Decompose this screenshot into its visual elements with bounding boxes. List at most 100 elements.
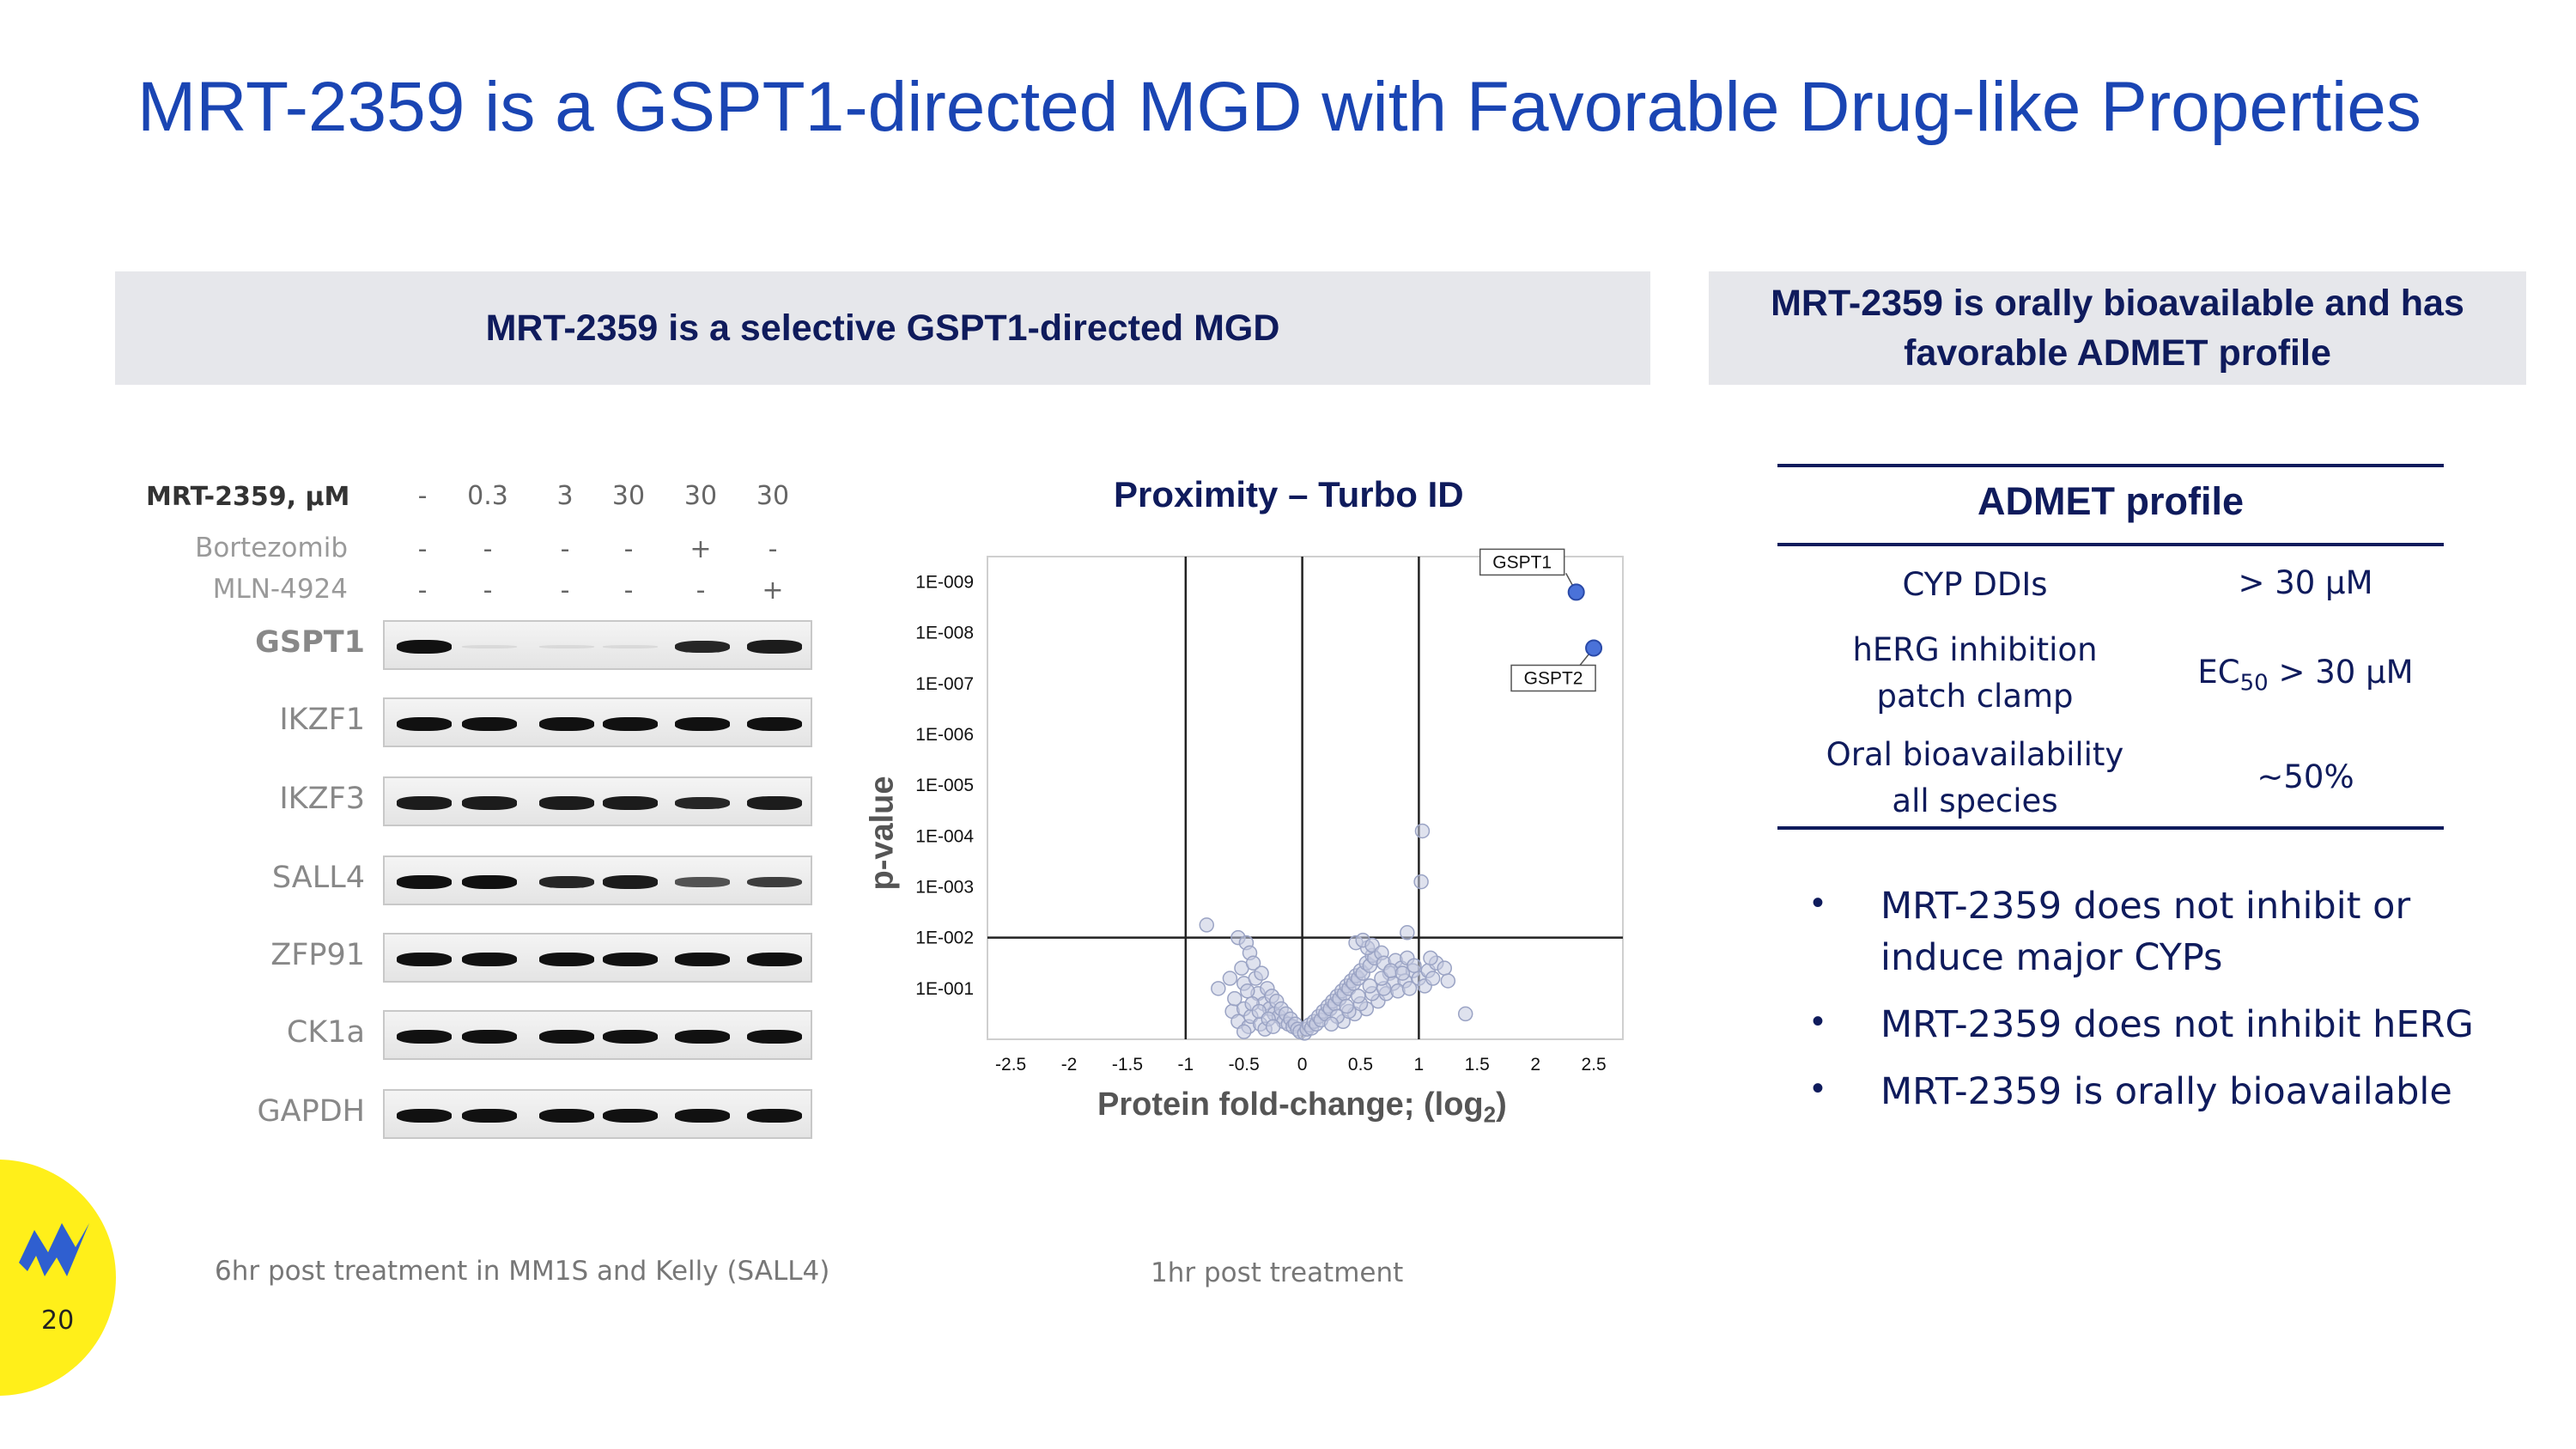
- blot-band: [539, 1109, 594, 1123]
- blot-band: [539, 717, 594, 731]
- plot-area: [987, 556, 1624, 1040]
- dose-value: 30: [683, 481, 718, 511]
- blot-band: [603, 875, 658, 889]
- label-box: [1479, 548, 1565, 576]
- blot-strip: [383, 620, 812, 670]
- highlight-label: GSPT1: [1492, 552, 1552, 572]
- condition-value: -: [623, 575, 634, 606]
- blot-band: [462, 717, 517, 731]
- condition-value: -: [560, 534, 570, 564]
- condition-value: -: [483, 575, 493, 606]
- bullet-item: • MRT-2359 does not inhibit hERG: [1812, 999, 2499, 1050]
- volcano-xlabel-text: Protein fold-change; (log: [1097, 1087, 1484, 1123]
- volcano-xlabel-sub: 2: [1483, 1101, 1497, 1128]
- blot-band: [397, 1030, 452, 1044]
- condition-value: -: [483, 534, 493, 564]
- data-point: [1211, 981, 1226, 996]
- y-tick-label: 1E-009: [915, 573, 974, 593]
- condition-name: MLN-4924: [212, 574, 348, 605]
- volcano-plot: -2.5 -2 -1.5 -1 -0.5 0 0.5 1 1.5 2 2.5 1E-009 1E-008…: [915, 548, 1624, 1074]
- blot-band: [747, 876, 802, 888]
- blot-band: [675, 717, 730, 731]
- protein-label: SALL4: [271, 861, 365, 895]
- protein-label: ZFP91: [270, 938, 365, 972]
- bullet-item: • MRT-2359 is orally bioavailable: [1812, 1066, 2499, 1117]
- bullet-text: MRT-2359 is orally bioavailable: [1880, 1070, 2452, 1113]
- blot-band: [539, 796, 594, 810]
- data-point: [1401, 981, 1418, 996]
- protein-label: GSPT1: [255, 625, 365, 660]
- x-tick-label: 0.5: [1348, 1055, 1373, 1074]
- blot-band: [603, 796, 658, 810]
- blot-band: [462, 953, 517, 966]
- blot-band: [747, 796, 802, 810]
- x-tick-label: 2.5: [1581, 1055, 1606, 1074]
- blot-band: [747, 1030, 802, 1044]
- herg-value-prefix: EC: [2197, 654, 2240, 691]
- data-point: [1413, 874, 1429, 890]
- blot-band: [675, 796, 730, 810]
- volcano-xlabel: Protein fold-change; (log2): [1097, 1087, 1507, 1129]
- blot-band: [539, 875, 594, 889]
- protein-label: IKZF3: [279, 782, 365, 816]
- western-blot-caption: 6hr post treatment in MM1S and Kelly (SA…: [215, 1256, 830, 1287]
- data-point: [1265, 1019, 1281, 1034]
- data-point: [1227, 990, 1242, 1007]
- data-point: [1440, 973, 1456, 989]
- blot-band: [397, 953, 452, 966]
- data-point: [1351, 988, 1366, 1004]
- protein-label: CK1a: [286, 1015, 365, 1050]
- dose-label: MRT-2359, μM: [146, 482, 350, 512]
- right-panel-header: MRT-2359 is orally bioavailable and has …: [1709, 271, 2526, 385]
- dose-value: 0.3: [467, 481, 508, 511]
- blot-band: [675, 877, 730, 887]
- right-panel-header-text: MRT-2359 is orally bioavailable and has …: [1771, 283, 2464, 374]
- dose-value: 3: [556, 481, 574, 511]
- admet-table-title: ADMET profile: [1978, 479, 2244, 523]
- data-point: [1437, 960, 1453, 976]
- condition-value: -: [696, 575, 706, 606]
- admet-row-oral-value: ~50%: [2257, 758, 2354, 795]
- blot-band: [462, 796, 517, 810]
- admet-row-cyp-param: CYP DDIs: [1902, 566, 2048, 603]
- blot-band: [462, 875, 517, 889]
- company-logo-icon: [19, 1223, 89, 1276]
- blot-band: [603, 645, 658, 648]
- x-tick-label: 1: [1414, 1055, 1425, 1074]
- highlight-point: [1585, 639, 1603, 657]
- data-point: [1394, 965, 1411, 981]
- blot-band: [539, 1030, 594, 1044]
- admet-row-herg-param: hERG inhibition patch clamp: [1852, 631, 2098, 715]
- admet-row-cyp-value: > 30 μM: [2238, 564, 2373, 601]
- blot-strip: [383, 1010, 812, 1060]
- x-tick-label: -1.5: [1112, 1055, 1143, 1074]
- y-tick-label: 1E-006: [915, 725, 974, 745]
- admet-header-rule: [1777, 543, 2444, 546]
- y-tick-label: 1E-008: [915, 624, 974, 643]
- blot-band: [747, 1109, 802, 1123]
- x-tick-label: 0: [1297, 1055, 1308, 1074]
- bullet-text: MRT-2359 does not inhibit hERG: [1880, 1003, 2474, 1046]
- blot-band: [603, 1109, 658, 1123]
- slide-title: MRT-2359 is a GSPT1-directed MGD with Fa…: [137, 68, 2421, 146]
- x-tick-label: -0.5: [1229, 1055, 1260, 1074]
- volcano-ylabel-text: p-value: [864, 776, 901, 891]
- dose-value: 30: [756, 481, 790, 511]
- x-tick-label: 2: [1530, 1055, 1540, 1074]
- blot-band: [747, 640, 802, 654]
- blot-band: [675, 1109, 730, 1123]
- left-panel-header-text: MRT-2359 is a selective GSPT1-directed M…: [485, 307, 1280, 349]
- blot-strip: [383, 776, 812, 826]
- blot-band: [675, 1030, 730, 1044]
- bullet-dot: •: [1812, 1069, 1825, 1107]
- blot-band: [397, 1109, 452, 1123]
- data-point: [1400, 925, 1415, 941]
- condition-value: -: [417, 534, 428, 564]
- blot-band: [462, 645, 517, 648]
- herg-value-suffix: > 30 μM: [2268, 654, 2414, 691]
- condition-value: -: [417, 575, 428, 606]
- condition-name: Bortezomib: [195, 533, 348, 563]
- admet-row-herg-value: EC50 > 30 μM: [2164, 649, 2447, 706]
- y-tick-label: 1E-001: [915, 979, 974, 999]
- x-tick-label: -2.5: [995, 1055, 1026, 1074]
